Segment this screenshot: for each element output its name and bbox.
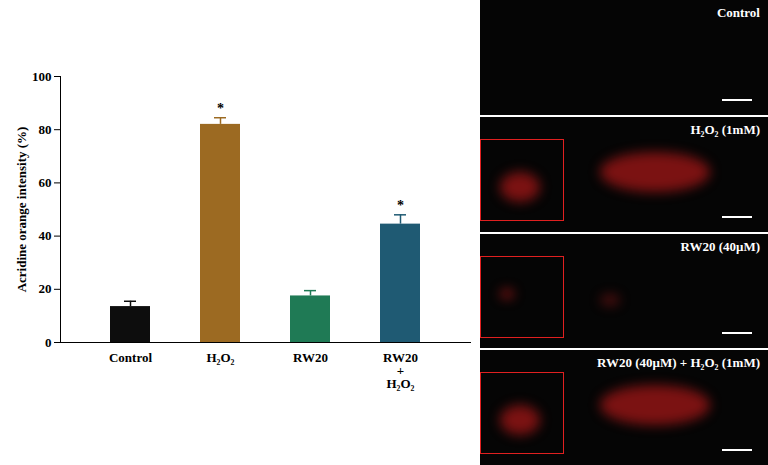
svg-text:RW20+H₂O₂: RW20+H₂O₂ [383, 350, 418, 391]
svg-text:H₂O₂: H₂O₂ [206, 350, 234, 365]
svg-text:60: 60 [39, 175, 52, 190]
svg-text:RW20: RW20 [293, 350, 328, 365]
svg-text:Control: Control [109, 350, 152, 365]
svg-text:*: * [397, 198, 404, 213]
html-text:Control: Control [716, 5, 760, 20]
svg-text:100: 100 [32, 69, 52, 84]
html-text:RW20 (40μM) + H₂O₂ (1mM): RW20 (40μM) + H₂O₂ (1mM) [597, 355, 760, 371]
html-text:RW20 (40μM): RW20 (40μM) [680, 238, 760, 254]
svg-text:20: 20 [39, 281, 52, 296]
svg-text:*: * [217, 101, 224, 116]
svg-text:0: 0 [45, 335, 52, 350]
svg-text:Acridine orange intensity (%): Acridine orange intensity (%) [14, 127, 29, 293]
svg-text:80: 80 [39, 122, 52, 137]
svg-text:40: 40 [39, 228, 52, 243]
html-text:H₂O₂ (1mM): H₂O₂ (1mM) [690, 121, 760, 137]
